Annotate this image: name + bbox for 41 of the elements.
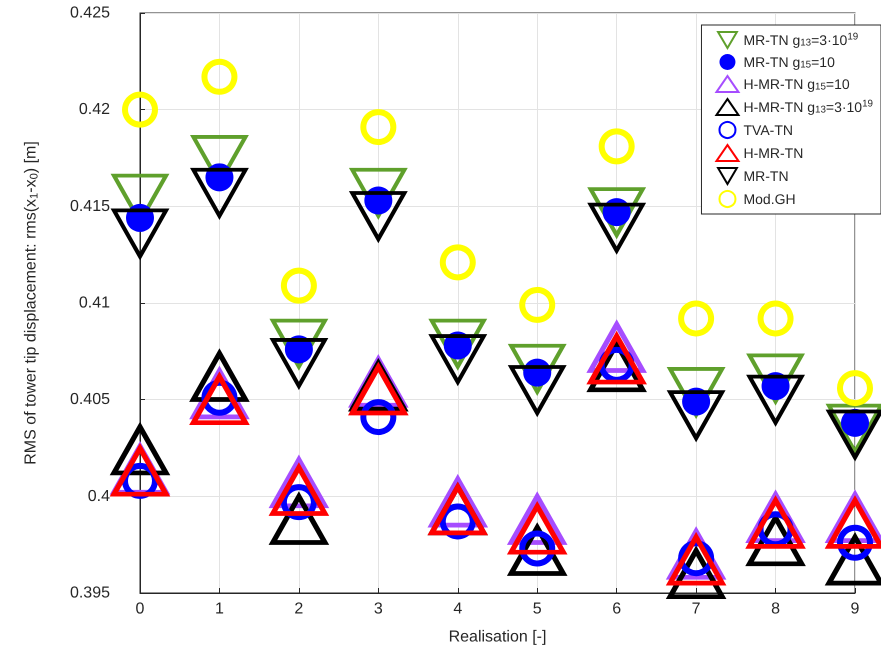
x-tick-label: 5 [532,600,542,618]
x-tick-label: 7 [692,600,701,618]
x-tick-label: 0 [136,600,145,618]
x-tick-label: 9 [850,600,860,618]
x-tick-label: 6 [612,600,622,618]
point [440,244,476,280]
point [668,390,724,440]
point [598,128,635,164]
y-tick-label: 0.41 [78,294,110,312]
point [588,202,645,253]
point [112,208,168,258]
point [430,334,486,384]
legend-label: MR-TN [743,168,789,184]
x-tick-label: 3 [374,600,383,618]
x-tick-label: 8 [771,600,780,618]
point [758,300,794,336]
y-axis-title: RMS of tower tip displacement: rms(x1-x0) [m] [22,141,40,465]
point [837,370,873,406]
point [519,286,556,323]
point [122,92,158,128]
y-tick-label: 0.395 [70,584,110,602]
point [678,300,714,336]
x-tick-label: 1 [214,600,224,618]
y-tick-label: 0.42 [78,101,110,118]
y-tick-label: 0.415 [70,198,110,215]
y-tick-label: 0.405 [70,391,110,408]
point [201,58,238,95]
x-tick-label: 2 [294,600,304,618]
y-tick-label: 0.425 [70,4,110,22]
x-axis-title: Realisation [-] [448,628,546,646]
x-tick-label: 4 [453,600,462,618]
point [360,109,396,146]
y-tick-label: 0.4 [88,488,110,505]
point [748,374,804,425]
legend-label: H-MR-TN g15=10 [743,76,850,92]
point [191,168,248,218]
legend-label: Mod.GH [743,191,796,207]
legend-label: TVA-TN [743,122,793,138]
legend-label: MR-TN g15=10 [743,54,836,70]
point [280,268,317,304]
legend-label: H-MR-TN [743,145,804,161]
